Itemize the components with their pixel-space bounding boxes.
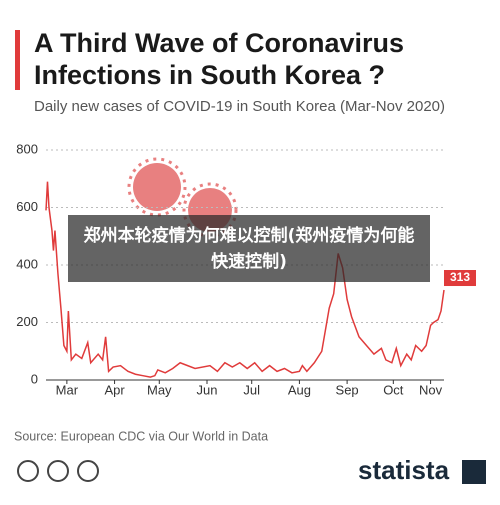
source: Source: European CDC via Our World in Da… [14,429,268,443]
accent-bar [15,30,20,90]
chart-title: Infections in South Korea ? [34,60,385,90]
x-tick-label: Sep [336,382,359,397]
y-tick-label: 0 [31,371,38,386]
x-tick-label: May [147,382,172,397]
overlay-caption: 郑州本轮疫情为何难以控制(郑州疫情为何能快速控制) [68,215,430,282]
y-tick-label: 800 [16,141,38,156]
license-icons [17,460,99,482]
chart-title: A Third Wave of Coronavirus [34,28,404,58]
brand: statista [358,455,450,485]
x-tick-label: Aug [288,382,311,397]
chart-subtitle: Daily new cases of COVID-19 in South Kor… [34,98,445,115]
x-tick-label: Jul [243,382,260,397]
data-line [45,181,445,378]
x-tick-label: Jun [197,382,218,397]
x-tick-label: Mar [56,382,79,397]
x-tick-label: Oct [383,382,404,397]
last-value-box [444,270,476,287]
brand-icon [462,460,486,484]
data-label: 313 [450,270,470,284]
y-tick-label: 400 [16,256,38,271]
x-tick-label: Nov [419,382,443,397]
y-tick-label: 200 [16,314,38,329]
y-tick-label: 600 [16,199,38,214]
x-tick-label: Apr [104,382,125,397]
